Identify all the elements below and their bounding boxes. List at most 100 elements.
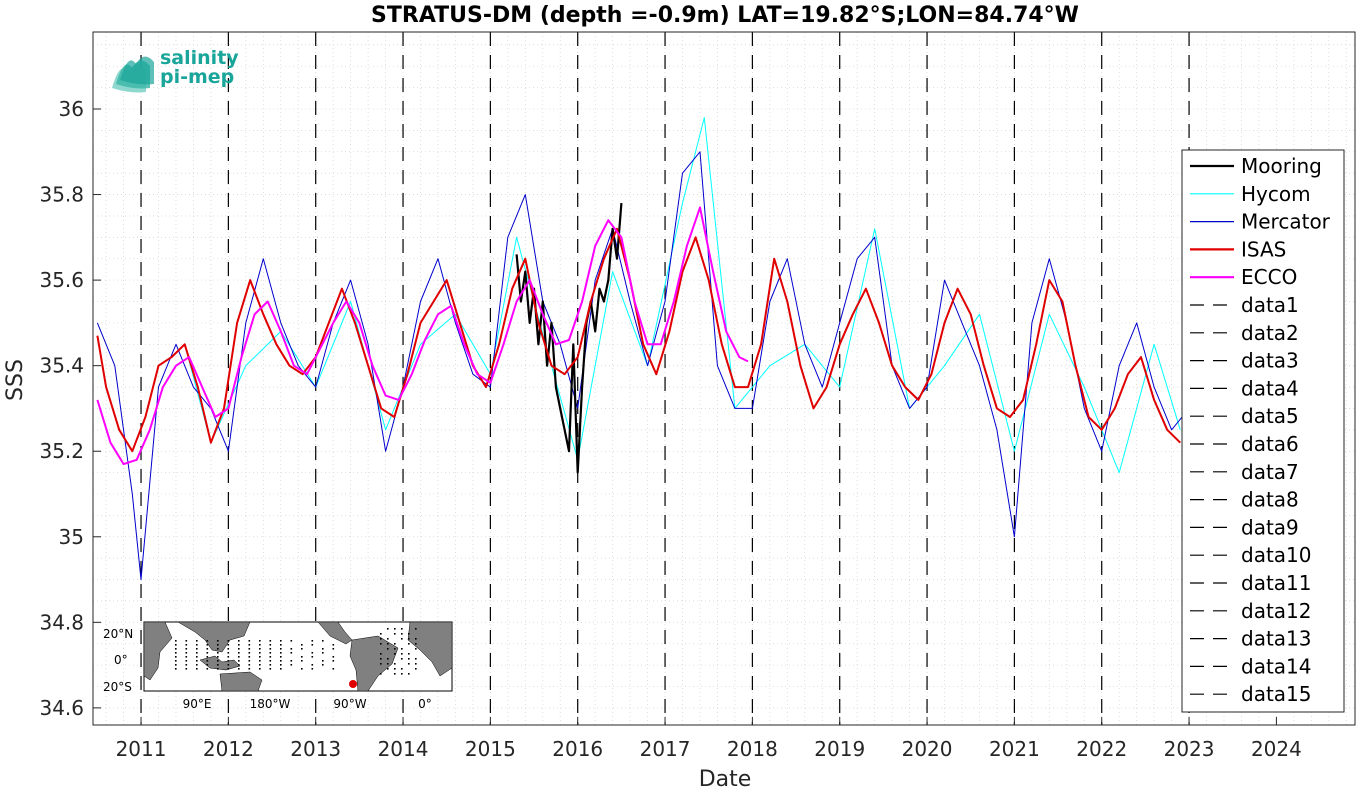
legend-label-data9: data9	[1241, 515, 1299, 539]
map-dot	[196, 668, 198, 670]
map-lon-label-0: 0°	[418, 697, 432, 711]
map-dot	[322, 652, 324, 654]
map-dot	[238, 648, 240, 650]
map-dot	[332, 648, 335, 650]
map-dot	[408, 633, 410, 635]
x-tick-label: 2016	[552, 737, 603, 761]
inset-map: 20°N 0° 20°S 90°E 180°W 90°W 0°	[103, 621, 453, 711]
map-dot	[401, 633, 403, 635]
map-dot	[394, 668, 396, 670]
map-dot	[311, 640, 314, 642]
map-dot	[269, 640, 272, 642]
map-dot	[311, 664, 314, 666]
map-lon-label-90w: 90°W	[333, 697, 366, 711]
map-dot	[280, 664, 282, 666]
map-dot	[217, 660, 219, 662]
map-dot	[408, 673, 410, 675]
map-dot	[227, 656, 230, 658]
x-tick-label: 2021	[989, 737, 1040, 761]
series-isas	[96, 227, 1182, 453]
legend-label-data13: data13	[1241, 627, 1312, 651]
map-dot	[301, 660, 303, 662]
map-dot	[408, 663, 410, 665]
map-dot	[238, 652, 240, 654]
map-lat-label-0: 0°	[114, 653, 128, 667]
legend-label-mooring: Mooring	[1241, 154, 1322, 178]
map-dot	[269, 652, 272, 654]
legend-box	[1181, 149, 1345, 713]
y-tick-label: 35.2	[39, 439, 84, 463]
map-dot	[269, 656, 272, 658]
y-axis-label: SSS	[3, 359, 28, 401]
map-dot	[269, 644, 272, 646]
map-dot	[387, 648, 389, 650]
map-dot	[175, 652, 177, 654]
map-dot	[238, 644, 240, 646]
map-dot	[394, 628, 396, 630]
map-dot	[206, 668, 209, 670]
map-dot	[185, 652, 188, 654]
legend-label-data2: data2	[1241, 321, 1299, 345]
x-axis-label: Date	[699, 767, 752, 790]
y-tick-label: 35	[59, 525, 84, 549]
map-dot	[408, 653, 410, 655]
map-dot	[380, 653, 382, 655]
series-hycom	[184, 117, 1181, 474]
map-dot	[217, 656, 219, 658]
inset-map-south-america	[349, 635, 399, 692]
map-dot	[196, 656, 198, 658]
logo-line1: salinity	[160, 47, 239, 69]
map-dot	[227, 648, 230, 650]
map-dot	[238, 668, 240, 670]
map-dot	[196, 640, 198, 642]
map-dot	[415, 643, 417, 645]
map-dot	[248, 656, 251, 658]
map-dot	[394, 633, 396, 635]
x-axis-ticks: 2011 2012 2013 2014 2015 2016 2017 2018 2019 2020…	[116, 717, 1302, 761]
y-axis-ticks: 34.6 34.8 35 35.2 35.4 35.6 35.8 36	[39, 97, 101, 720]
map-dot	[311, 668, 314, 670]
map-lat-label-20s: 20°S	[103, 680, 132, 694]
legend-label-data11: data11	[1241, 571, 1312, 595]
legend-label-data14: data14	[1241, 654, 1312, 678]
inset-map-ocean	[143, 621, 453, 692]
legend-label-data1: data1	[1241, 293, 1299, 317]
map-dot	[196, 660, 198, 662]
map-dot	[322, 664, 324, 666]
map-dot	[206, 664, 209, 666]
legend-label-data6: data6	[1241, 432, 1299, 456]
x-tick-label: 2012	[203, 737, 254, 761]
map-dot	[322, 648, 324, 650]
map-dot	[248, 644, 251, 646]
legend-label-hycom: Hycom	[1241, 182, 1311, 206]
map-dot	[280, 640, 282, 642]
map-dot	[269, 668, 272, 670]
x-tick-label: 2013	[290, 737, 341, 761]
series-ecco	[96, 206, 749, 466]
map-dot	[387, 668, 389, 670]
x-tick-label: 2023	[1164, 737, 1215, 761]
x-tick-label: 2011	[116, 737, 167, 761]
plot-area-frame	[92, 31, 1356, 726]
map-dot	[401, 648, 403, 650]
x-tick-label: 2014	[378, 737, 429, 761]
map-dot	[175, 644, 177, 646]
map-dot	[217, 664, 219, 666]
map-dot	[238, 656, 240, 658]
inset-map-mooring-dots	[175, 628, 417, 675]
legend-label-isas: ISAS	[1241, 237, 1286, 261]
map-dot	[415, 628, 417, 630]
map-dot	[269, 648, 272, 650]
map-dot	[217, 668, 219, 670]
map-dot	[401, 668, 403, 670]
map-dot	[206, 652, 209, 654]
map-dot	[408, 658, 410, 660]
legend-label-data3: data3	[1241, 349, 1299, 373]
map-dot	[290, 640, 293, 642]
map-dot	[401, 653, 403, 655]
map-dot	[401, 673, 403, 675]
map-dot	[259, 668, 261, 670]
map-dot	[301, 656, 303, 658]
map-dot	[238, 640, 240, 642]
